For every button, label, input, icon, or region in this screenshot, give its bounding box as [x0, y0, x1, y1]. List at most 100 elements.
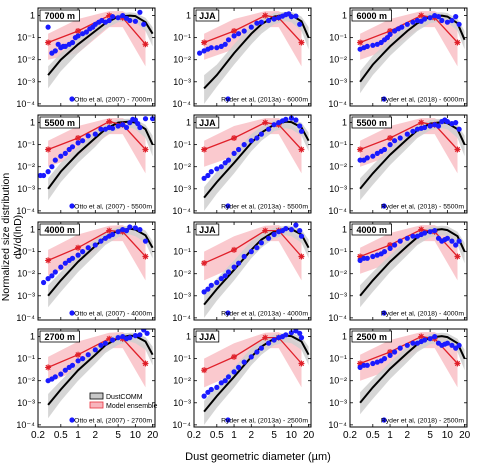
y-tick-label: 10⁻²: [17, 376, 35, 386]
obs-point: [218, 43, 224, 50]
panel-3-3: 10⁻⁴ 10⁻³ 10⁻² 10⁻¹ 1 4000 m Ryder et al, (201…: [328, 221, 468, 323]
y-tick-label: 10⁻²: [329, 162, 347, 172]
plot-area: [357, 117, 466, 201]
obs-legend-marker: [225, 203, 231, 209]
panel-1-3: 10⁻⁴ 10⁻³ 10⁻² 10⁻¹ 1 6000 m Ryder et al, (201…: [328, 7, 468, 109]
y-tick-label: 10⁻²: [17, 269, 35, 279]
model-marker: [357, 39, 364, 46]
model-marker: [75, 244, 82, 251]
obs-point: [254, 245, 260, 251]
obs-point: [456, 21, 462, 27]
model-ensemble-band: [360, 332, 458, 388]
obs-point: [52, 157, 58, 163]
obs-point: [62, 260, 68, 266]
obs-point: [197, 50, 203, 56]
obs-point: [444, 19, 450, 25]
x-tick-label: 20: [459, 430, 471, 441]
obs-point: [92, 347, 98, 353]
obs-point: [208, 169, 214, 175]
x-tick-label: 5: [271, 430, 277, 441]
obs-point: [52, 48, 58, 54]
panel-label: 7000 m: [45, 11, 76, 21]
obs-point: [258, 19, 264, 25]
obs-point: [236, 31, 242, 37]
obs-legend-marker: [69, 310, 75, 316]
obs-point: [427, 123, 433, 129]
model-marker: [418, 119, 425, 126]
y-tick-label: 10⁻³: [17, 398, 35, 408]
y-tick-label: 1: [186, 118, 191, 128]
model-marker: [454, 360, 461, 367]
y-tick-label: 10⁻¹: [17, 33, 35, 43]
obs-point: [45, 24, 51, 30]
obs-point: [225, 37, 232, 43]
model-marker: [106, 335, 113, 342]
x-tick-label: 1: [387, 430, 393, 441]
obs-point: [288, 115, 294, 121]
panel-label-box: [195, 330, 220, 343]
panel-3-2: 10⁻⁴ 10⁻³ 10⁻² 10⁻¹ 1 JJA Ryder et al, (2013a)…: [172, 221, 312, 323]
panel-label-box: [351, 330, 392, 343]
x-tick-label: 20: [147, 430, 159, 441]
model-marker: [45, 146, 52, 153]
obs-point: [85, 352, 91, 358]
obs-point: [258, 240, 264, 246]
plot-frame: [193, 7, 312, 107]
plot-frame: [349, 221, 468, 321]
x-tick-label: 5: [427, 430, 433, 441]
panel-label-box: [351, 223, 392, 236]
x-tick-label: 2: [93, 430, 99, 441]
obs-point: [69, 362, 76, 368]
obs-point: [449, 342, 455, 348]
obs-point: [115, 15, 121, 21]
obs-point: [208, 45, 214, 51]
model-marker: [142, 253, 149, 260]
obs-point: [374, 150, 380, 156]
y-tick-label: 1: [186, 11, 191, 21]
obs-point: [214, 45, 220, 51]
obs-point: [201, 393, 207, 399]
obs-point: [298, 233, 305, 239]
obs-point: [387, 142, 393, 148]
panel-label-box: [351, 9, 392, 22]
obs-point: [297, 228, 303, 234]
model-marker: [454, 146, 461, 153]
obs-point: [98, 238, 104, 244]
obs-legend-marker: [381, 203, 387, 209]
obs-point: [137, 9, 143, 15]
obs-point: [214, 384, 220, 390]
obs-point: [453, 14, 459, 20]
obs-point: [58, 264, 64, 270]
obs-point: [141, 329, 147, 333]
obs-point: [75, 140, 81, 146]
y-tick-label: 1: [30, 225, 35, 235]
obs-point: [110, 125, 116, 131]
panel-1-2: 10⁻⁴ 10⁻³ 10⁻² 10⁻¹ 1 JJA Ryder et al, (2013a)…: [172, 7, 312, 109]
obs-point: [222, 273, 228, 279]
obs-point: [241, 28, 247, 34]
panel-label-box: [195, 116, 220, 129]
model-ensemble-band: [204, 118, 302, 174]
obs-point: [374, 359, 380, 365]
obs-point: [381, 249, 388, 255]
obs-point: [288, 14, 294, 20]
obs-point: [222, 378, 228, 384]
y-tick-label: 10⁻⁴: [16, 420, 35, 430]
model-marker: [298, 39, 305, 46]
obs-point: [364, 155, 370, 161]
plot-frame: [37, 328, 156, 428]
panel-label: 4000 m: [45, 225, 76, 235]
obs-point: [357, 364, 363, 370]
obs-point: [392, 242, 398, 248]
obs-point: [381, 146, 388, 153]
y-tick-label: 10⁻⁴: [172, 313, 191, 323]
obs-point: [231, 33, 237, 39]
obs-point: [142, 238, 149, 244]
obs-point: [83, 29, 89, 35]
obs-point: [106, 17, 112, 24]
obs-point: [201, 289, 207, 295]
obs-point: [288, 330, 294, 336]
y-tick-label: 1: [342, 332, 347, 342]
obs-point: [271, 337, 277, 343]
obs-point: [123, 228, 130, 234]
